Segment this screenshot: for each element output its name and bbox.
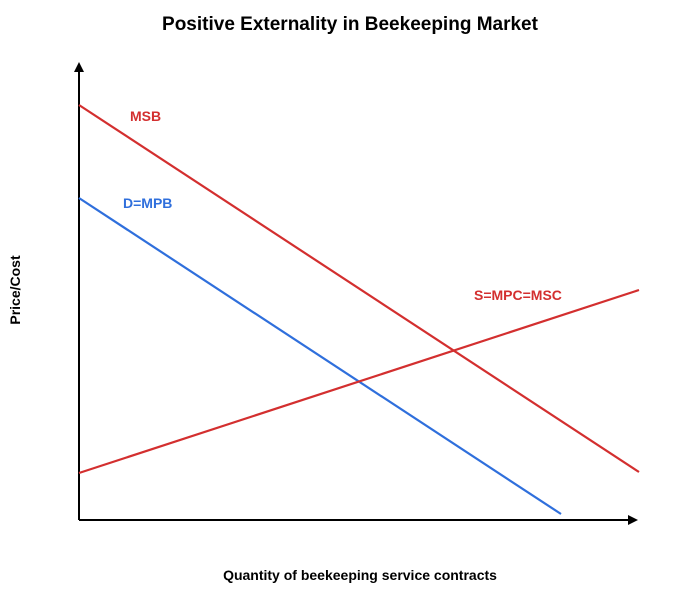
supply-curve-label: S=MPC=MSC [474,287,562,303]
demand-mpb-curve-label: D=MPB [123,195,172,211]
chart-title: Positive Externality in Beekeeping Marke… [162,14,539,35]
y-axis-label: Price/Cost [7,255,23,325]
demand-mpb-curve [78,197,562,515]
supply-mpc-msc-curve [78,288,640,475]
x-axis-label: Quantity of beekeeping service contracts [223,567,497,583]
msb-curve [78,104,640,473]
msb-curve-label: MSB [130,108,161,124]
